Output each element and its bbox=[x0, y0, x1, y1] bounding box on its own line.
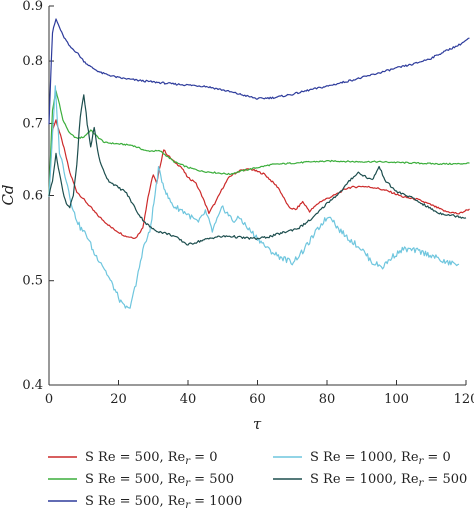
series-line-1 bbox=[48, 119, 470, 239]
legend-item: S Re = 500, Rer = 500 bbox=[48, 472, 234, 489]
legend-item: S Re = 500, Rer = 1000 bbox=[48, 494, 242, 511]
y-tick-label: 0.9 bbox=[22, 0, 43, 14]
legend-item: S Re = 500, Rer = 0 bbox=[48, 450, 217, 467]
series-lines bbox=[48, 18, 470, 309]
y-tick-label: 0.7 bbox=[22, 116, 43, 131]
y-tick-label: 0.8 bbox=[22, 54, 43, 69]
y-axis-title: Cd bbox=[0, 184, 17, 205]
legend-label: S Re = 1000, Rer = 0 bbox=[310, 450, 451, 467]
legend-label: S Re = 1000, Rer = 500 bbox=[310, 472, 467, 489]
series-line-3 bbox=[48, 18, 470, 125]
x-tick-label: 40 bbox=[180, 392, 197, 407]
legend-label: S Re = 500, Rer = 0 bbox=[85, 450, 217, 467]
plot-area: 0.4 0.5 0.6 0.7 0.8 0.9 0 20 40 60 80 100 120 bbox=[22, 0, 474, 407]
x-tick-label: 60 bbox=[249, 392, 266, 407]
series-line-4 bbox=[48, 85, 460, 309]
x-tick-label: 120 bbox=[454, 392, 474, 407]
y-tick-label: 0.4 bbox=[22, 378, 43, 393]
y-tick-label: 0.5 bbox=[22, 274, 43, 289]
series-line-2 bbox=[48, 90, 470, 196]
x-ticks: 0 20 40 60 80 100 120 bbox=[45, 380, 474, 407]
legend-item: S Re = 1000, Rer = 0 bbox=[273, 450, 451, 467]
x-axis-title: τ bbox=[253, 415, 262, 433]
x-tick-label: 100 bbox=[384, 392, 409, 407]
x-tick-label: 20 bbox=[110, 392, 127, 407]
legend-label: S Re = 500, Rer = 1000 bbox=[85, 494, 242, 511]
x-tick-label: 0 bbox=[45, 392, 53, 407]
series-line-5 bbox=[48, 94, 467, 246]
y-ticks: 0.4 0.5 0.6 0.7 0.8 0.9 bbox=[22, 0, 54, 393]
y-tick-label: 0.6 bbox=[22, 189, 43, 204]
x-tick-label: 80 bbox=[319, 392, 336, 407]
legend-label: S Re = 500, Rer = 500 bbox=[85, 472, 234, 489]
legend: S Re = 500, Rer = 0 S Re = 500, Rer = 500… bbox=[48, 450, 467, 511]
legend-item: S Re = 1000, Rer = 500 bbox=[273, 472, 467, 489]
